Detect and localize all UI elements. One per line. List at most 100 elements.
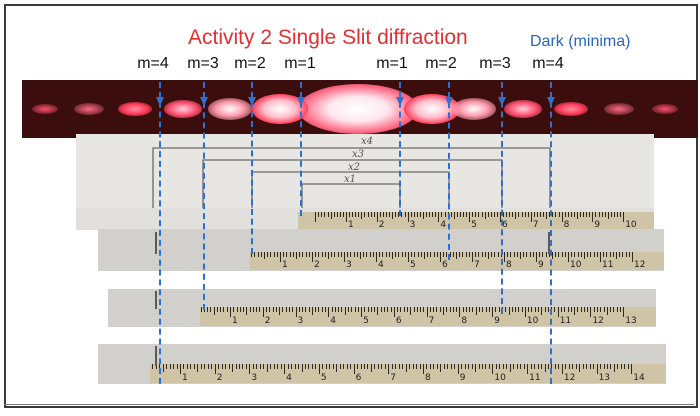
- ruler-tick: [575, 364, 577, 369]
- ruler-tick: [360, 252, 361, 260]
- ruler-tick: [321, 252, 323, 257]
- ruler-number: 7: [390, 372, 397, 383]
- ruler-tick: [353, 364, 355, 375]
- ruler-tick: [376, 212, 378, 222]
- ruler-tick: [524, 307, 526, 318]
- ruler-tick: [384, 307, 385, 312]
- ruler-tick: [339, 364, 341, 369]
- ruler-tick: [239, 364, 240, 369]
- ruler-tick: [436, 364, 438, 369]
- ruler-tick: [499, 364, 501, 369]
- ruler-tick: [347, 252, 349, 257]
- ruler-tick: [344, 252, 345, 262]
- ruler-tick: [454, 364, 456, 369]
- ruler-tick: [249, 307, 251, 312]
- ruler-number: 9: [594, 220, 601, 231]
- ruler-tick: [344, 307, 346, 315]
- ruler-tick: [363, 364, 365, 369]
- ruler-tick: [577, 252, 579, 257]
- ruler-tick: [485, 307, 487, 312]
- ruler-tick: [531, 307, 533, 312]
- ruler-tick: [620, 212, 622, 217]
- ruler-tick: [364, 307, 366, 312]
- ruler-tick: [603, 307, 605, 312]
- ruler-tick: [536, 212, 538, 217]
- ruler-tick: [518, 307, 520, 312]
- ruler-tick: [532, 252, 534, 257]
- ruler-number: 2: [314, 260, 320, 271]
- ruler-tick: [213, 307, 215, 315]
- ruler-tick: [558, 364, 560, 369]
- ruler-number: 8: [461, 315, 468, 326]
- ruler-tick: [555, 212, 557, 217]
- ruler-tick: [606, 252, 608, 257]
- ruler-tick: [482, 364, 483, 369]
- ruler-tick: [337, 252, 339, 257]
- ruler-tick: [200, 364, 202, 369]
- minima-line-right-m2: [448, 82, 450, 260]
- ruler-tick: [441, 212, 443, 217]
- ruler-tick: [301, 364, 303, 372]
- ruler-tick: [325, 364, 327, 369]
- ruler-tick: [333, 212, 335, 217]
- ruler-tick: [493, 212, 495, 217]
- ruler-tick: [302, 307, 304, 312]
- ruler-tick: [275, 307, 277, 312]
- diffraction-pattern-photo: [22, 80, 698, 138]
- ruler-tick: [416, 364, 418, 369]
- ruler-tick: [329, 364, 331, 369]
- ruler-tick: [352, 212, 354, 217]
- ruler-tick: [392, 212, 394, 220]
- ruler-tick: [462, 307, 464, 312]
- ruler-tick: [361, 212, 363, 220]
- ruler-tick: [318, 252, 320, 257]
- ruler-number: 12: [592, 315, 604, 326]
- label-left-m1: m=1: [284, 55, 316, 72]
- ruler-tick: [579, 364, 581, 372]
- ruler-number: 13: [625, 315, 637, 326]
- ruler-tick: [516, 252, 518, 257]
- ruler-tick: [372, 252, 374, 257]
- ruler-tick: [523, 252, 525, 257]
- ruler-tick: [429, 364, 431, 369]
- ruler-tick: [475, 307, 477, 315]
- ruler-tick: [488, 364, 490, 369]
- ruler-tick: [398, 212, 400, 217]
- note-x1: x1: [344, 174, 357, 185]
- ruler-tick: [617, 212, 619, 217]
- ruler-tick: [607, 212, 609, 220]
- secondary-maximum: [164, 100, 202, 118]
- ruler-tick: [424, 252, 425, 260]
- ruler-tick: [239, 307, 241, 312]
- ruler-tick: [527, 364, 529, 375]
- ruler-tick: [263, 364, 265, 369]
- ruler-number: 5: [363, 315, 369, 326]
- ruler-tick: [377, 307, 379, 315]
- ruler-tick: [369, 252, 371, 257]
- central-maximum: [298, 84, 418, 134]
- ruler-tick: [623, 307, 625, 318]
- ruler-tick: [546, 212, 548, 220]
- ruler-tick: [592, 212, 594, 222]
- arrow-head: [200, 97, 208, 106]
- ruler-tick: [233, 307, 235, 312]
- ruler-tick: [506, 364, 508, 369]
- ruler-tick: [252, 307, 254, 312]
- ruler-tick: [586, 364, 588, 369]
- secondary-maximum: [208, 98, 252, 120]
- ruler-tick: [502, 364, 504, 369]
- ruler-tick: [590, 252, 592, 257]
- ruler-tick: [395, 364, 397, 369]
- ruler-tick: [318, 212, 320, 217]
- ruler-tick: [432, 212, 434, 217]
- label-right-m4: m=4: [532, 55, 564, 72]
- ruler-tick: [327, 212, 329, 217]
- ruler-tick: [221, 364, 223, 369]
- ruler-tick: [478, 252, 480, 257]
- ruler-tick: [610, 364, 612, 369]
- ruler-number: 11: [559, 315, 572, 326]
- arrow-head: [248, 97, 256, 106]
- ruler-tick: [384, 364, 386, 369]
- ruler-tick: [426, 307, 428, 318]
- secondary-maximum: [118, 102, 152, 116]
